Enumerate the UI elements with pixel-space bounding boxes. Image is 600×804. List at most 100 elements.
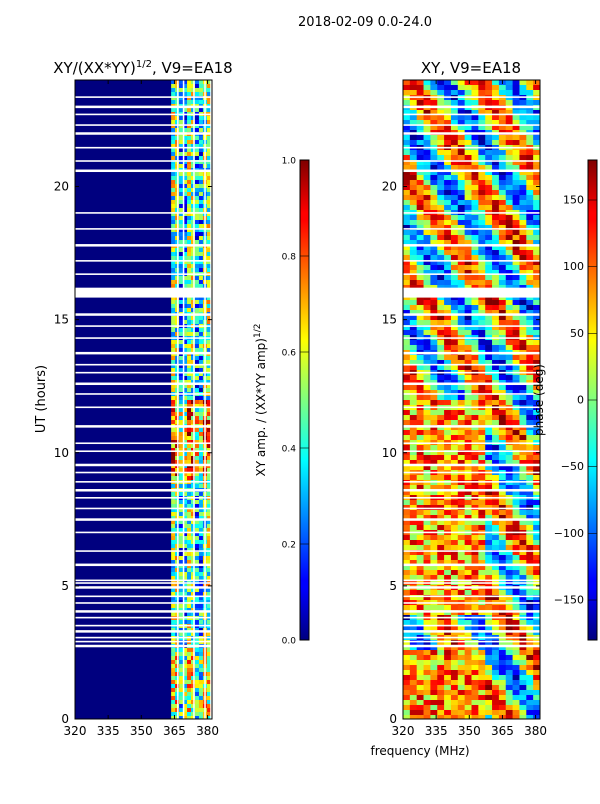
phase-cell bbox=[423, 640, 431, 646]
phase-cell bbox=[492, 525, 500, 531]
phase-cell bbox=[423, 630, 431, 636]
phase-cell bbox=[464, 280, 472, 286]
phase-cell bbox=[498, 445, 507, 451]
amplitude-cell bbox=[191, 408, 196, 413]
amplitude-cell bbox=[187, 84, 192, 89]
amplitude-cell bbox=[183, 684, 188, 689]
phase-cell bbox=[498, 200, 507, 206]
amplitude-cell bbox=[191, 572, 196, 577]
phase-cell bbox=[423, 250, 431, 256]
panel1-frame bbox=[74, 79, 213, 720]
phase-cell bbox=[505, 125, 513, 131]
phase-cell bbox=[512, 680, 520, 686]
amplitude-cell bbox=[191, 584, 196, 589]
amplitude-cell bbox=[187, 520, 192, 525]
phase-cell bbox=[430, 255, 438, 261]
phase-cell bbox=[505, 325, 513, 331]
phase-cell bbox=[498, 175, 507, 181]
phase-cell bbox=[430, 455, 438, 461]
phase-cell bbox=[492, 195, 500, 201]
phase-cell bbox=[471, 515, 479, 521]
amplitude-cell bbox=[179, 380, 184, 385]
amplitude-cell bbox=[187, 552, 192, 557]
amplitude-cell bbox=[171, 540, 176, 545]
amplitude-cell bbox=[194, 440, 200, 445]
amplitude-cell bbox=[187, 584, 192, 589]
phase-cell bbox=[409, 270, 417, 276]
amplitude-cell bbox=[206, 664, 212, 669]
phase-cell bbox=[498, 190, 507, 196]
amplitude-cell bbox=[187, 688, 192, 693]
phase-cell bbox=[512, 80, 520, 86]
amplitude-cell bbox=[187, 320, 192, 325]
phase-cell bbox=[519, 575, 527, 581]
phase-cell bbox=[505, 465, 513, 471]
amplitude-cell bbox=[206, 416, 212, 421]
amplitude-cell bbox=[179, 192, 184, 197]
phase-cell bbox=[512, 465, 520, 471]
amplitude-cell bbox=[206, 396, 212, 401]
data-gap bbox=[75, 244, 212, 247]
phase-cell bbox=[416, 680, 424, 686]
data-gap bbox=[403, 382, 540, 386]
amplitude-cell bbox=[191, 300, 196, 305]
phase-cell bbox=[492, 570, 500, 576]
phase-cell bbox=[533, 355, 540, 361]
amplitude-cell bbox=[171, 576, 176, 581]
phase-cell bbox=[403, 345, 411, 351]
phase-cell bbox=[423, 365, 431, 371]
phase-cell bbox=[478, 115, 486, 121]
phase-cell bbox=[444, 465, 452, 471]
amplitude-cell bbox=[183, 376, 188, 381]
phase-cell bbox=[498, 450, 507, 456]
phase-cell bbox=[498, 430, 507, 436]
phase-cell bbox=[430, 690, 438, 696]
amplitude-cell bbox=[194, 148, 200, 153]
amplitude-cell bbox=[187, 448, 192, 453]
amplitude-cell bbox=[206, 92, 212, 97]
phase-cell bbox=[498, 505, 507, 511]
amplitude-cell bbox=[179, 668, 184, 673]
amplitude-cell bbox=[187, 376, 192, 381]
amplitude-cell bbox=[187, 164, 192, 169]
data-gap bbox=[403, 531, 540, 534]
phase-cell bbox=[498, 140, 507, 146]
phase-cell bbox=[403, 415, 411, 421]
phase-cell bbox=[526, 135, 534, 141]
phase-cell bbox=[416, 655, 424, 661]
phase-cell bbox=[505, 245, 513, 251]
phase-cell bbox=[485, 305, 493, 311]
phase-cell bbox=[416, 270, 424, 276]
phase-cell bbox=[416, 560, 424, 566]
phase-cell bbox=[519, 645, 527, 651]
phase-cell bbox=[409, 190, 417, 196]
phase-cell bbox=[437, 325, 445, 331]
amplitude-cell bbox=[183, 536, 188, 541]
phase-cell bbox=[409, 225, 417, 231]
amplitude-cell bbox=[171, 304, 176, 309]
phase-cell bbox=[403, 185, 411, 191]
phase-cell bbox=[519, 395, 527, 401]
phase-cell bbox=[403, 310, 411, 316]
amplitude-cell bbox=[198, 420, 204, 425]
amplitude-cell bbox=[191, 208, 196, 213]
amplitude-cell bbox=[171, 700, 176, 705]
phase-cell bbox=[485, 365, 493, 371]
phase-cell bbox=[403, 575, 411, 581]
phase-cell bbox=[519, 500, 527, 506]
amplitude-cell bbox=[198, 436, 204, 441]
phase-cell bbox=[430, 620, 438, 626]
phase-cell bbox=[492, 450, 500, 456]
amplitude-cell bbox=[187, 228, 192, 233]
phase-cell bbox=[450, 655, 459, 661]
amplitude-cell bbox=[191, 556, 196, 561]
phase-cell bbox=[409, 325, 417, 331]
phase-cell bbox=[505, 270, 513, 276]
amplitude-cell bbox=[206, 672, 212, 677]
phase-cell bbox=[464, 565, 472, 571]
phase-cell bbox=[485, 385, 493, 391]
phase-cell bbox=[512, 250, 520, 256]
phase-cell bbox=[457, 665, 465, 671]
phase-cell bbox=[485, 410, 493, 416]
